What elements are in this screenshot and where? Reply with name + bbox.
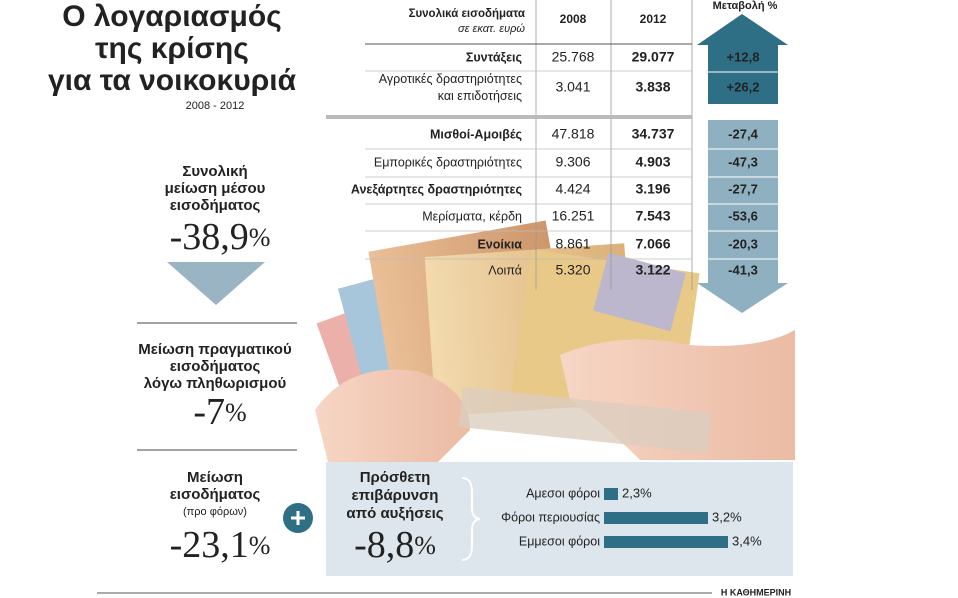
cell-2012: 34.737: [632, 126, 675, 142]
cell-2008: 47.818: [552, 126, 595, 142]
cell-2008: 5.320: [555, 262, 590, 278]
cell-2008: 25.768: [552, 49, 595, 65]
summary-value: -38,9%: [170, 216, 271, 258]
summary-label: Μείωση πραγματικού: [138, 341, 292, 358]
unit: %: [225, 398, 247, 427]
source: Η ΚΑΘΗΜΕΡΙΝΗ: [721, 587, 791, 597]
bar-label: Εμμεσοι φόροι: [519, 534, 600, 548]
change-header: Μεταβολή %: [713, 0, 778, 12]
summary-label: μείωση μέσου: [165, 180, 266, 197]
summary-label: Μείωση: [187, 469, 243, 486]
summary-label: εισοδήματος: [170, 486, 261, 503]
bar: [604, 488, 618, 500]
cell-2008: 3.041: [555, 79, 590, 95]
title-line: για τα νοικοκυριά: [48, 64, 297, 97]
row-label: Μερίσματα, κέρδη: [422, 209, 522, 223]
unit: %: [249, 223, 271, 252]
extra-label: επιβάρυνση: [352, 487, 439, 504]
summary-label: εισοδήματος: [170, 358, 261, 375]
cell-change: -47,3: [728, 154, 758, 169]
value-label: 2,3%: [622, 485, 652, 500]
summary-label: λόγω πληθωρισμού: [144, 375, 287, 392]
plus-sign: [291, 511, 305, 525]
cell-2008: 4.424: [555, 181, 590, 197]
summary-arrow: [167, 262, 265, 305]
cell-2012: 7.543: [635, 208, 670, 224]
cell-change: -41,3: [728, 262, 758, 277]
bar-label: Φόροι περιουσίας: [501, 510, 600, 524]
value: -7: [193, 391, 225, 433]
value: -8,8: [354, 524, 414, 566]
title-line: της κρίσης: [95, 32, 249, 65]
extra-value: -8,8%: [354, 524, 436, 566]
down-arrow: [697, 120, 788, 313]
cell-2012: 3.838: [635, 79, 670, 95]
cell-2012: 4.903: [635, 154, 670, 170]
row-label: Μισθοί-Αμοιβές: [430, 127, 522, 141]
cell-2012: 3.122: [635, 262, 670, 278]
row-label: Ανεξάρτητες δραστηριότητες: [351, 182, 522, 196]
extra-label: από αυξήσεις: [346, 505, 443, 522]
table-header: Συνολικά εισοδήματα: [409, 8, 525, 20]
cell-change: -53,6: [728, 208, 758, 223]
tax-box: [326, 462, 793, 576]
row-label: Ενοίκια: [477, 237, 522, 251]
summary-label: εισοδήματος: [170, 197, 261, 214]
row-label: Αγροτικές δραστηριότητες: [379, 72, 522, 86]
table-header: σε εκατ. ευρώ: [458, 23, 525, 35]
bar: [604, 512, 708, 524]
cell-2012: 29.077: [632, 49, 675, 65]
brace: [461, 477, 481, 561]
row-label: Συντάξεις: [466, 50, 522, 64]
column-header: 2008: [560, 12, 587, 26]
value-label: 3,2%: [712, 509, 742, 524]
summary-label: Συνολική: [182, 163, 247, 180]
row-label: Λοιπά: [488, 263, 522, 277]
summary-label: (προ φόρων): [183, 506, 247, 518]
summary-value: -7%: [193, 391, 246, 433]
up-arrow: [697, 14, 788, 104]
cell-change: +26,2: [727, 79, 760, 94]
bar: [604, 536, 728, 548]
title-line: Ο λογαριασμός: [62, 0, 282, 33]
unit: %: [249, 531, 271, 560]
bar-label: Αμεσοι φόροι: [526, 486, 600, 500]
summary-value: -23,1%: [170, 524, 271, 566]
cell-2012: 3.196: [635, 181, 670, 197]
cell-change: -27,4: [728, 126, 758, 141]
row-label: Εμπορικές δραστηριότητες: [374, 155, 522, 169]
row-label: και επιδοτήσεις: [438, 89, 522, 103]
value: -38,9: [170, 216, 249, 258]
cell-change: +12,8: [727, 49, 760, 64]
value-label: 3,4%: [732, 533, 762, 548]
cell-2008: 9.306: [555, 154, 590, 170]
extra-label: Πρόσθετη: [360, 469, 431, 486]
cell-2008: 8.861: [555, 236, 590, 252]
cell-2012: 7.066: [635, 236, 670, 252]
cell-change: -20,3: [728, 236, 758, 251]
cell-change: -27,7: [728, 181, 758, 196]
photo: [315, 220, 795, 470]
subtitle: 2008 - 2012: [186, 100, 245, 112]
unit: %: [414, 531, 436, 560]
column-header: 2012: [640, 12, 667, 26]
cell-2008: 16.251: [552, 208, 595, 224]
value: -23,1: [170, 524, 249, 566]
